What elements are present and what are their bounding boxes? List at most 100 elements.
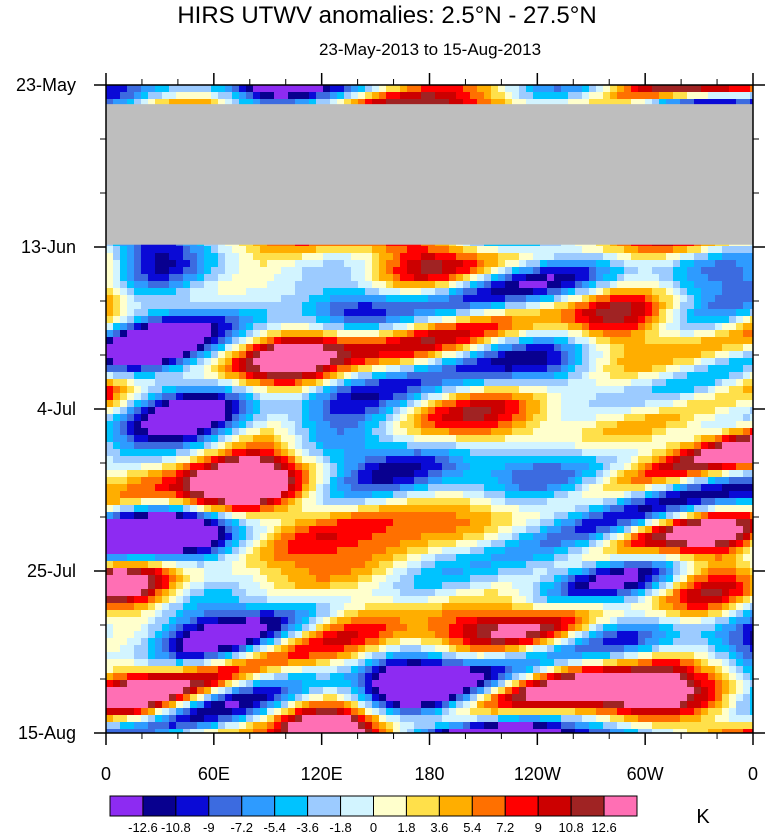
heatmap-cell — [498, 456, 505, 463]
heatmap-cell — [239, 400, 246, 407]
heatmap-cell — [218, 372, 225, 379]
heatmap-cell — [330, 442, 337, 449]
heatmap-cell — [596, 316, 603, 323]
heatmap-cell — [351, 372, 358, 379]
heatmap-cell — [708, 386, 715, 393]
heatmap-cell — [470, 309, 477, 316]
heatmap-cell — [659, 267, 666, 274]
heatmap-cell — [477, 92, 484, 99]
heatmap-cell — [673, 330, 680, 337]
heatmap-cell — [302, 337, 309, 344]
heatmap-cell — [603, 330, 610, 337]
heatmap-cell — [554, 421, 561, 428]
heatmap-cell — [582, 379, 589, 386]
heatmap-cell — [449, 330, 456, 337]
heatmap-cell — [323, 386, 330, 393]
heatmap-cell — [533, 337, 540, 344]
heatmap-cell — [407, 351, 414, 358]
heatmap-cell — [631, 337, 638, 344]
heatmap-cell — [540, 449, 547, 456]
heatmap-cell — [561, 330, 568, 337]
heatmap-cell — [414, 351, 421, 358]
heatmap-cell — [708, 337, 715, 344]
heatmap-cell — [456, 260, 463, 267]
heatmap-cell — [344, 456, 351, 463]
heatmap-cell — [603, 337, 610, 344]
heatmap-cell — [106, 365, 113, 372]
heatmap-cell — [547, 428, 554, 435]
heatmap-cell — [589, 302, 596, 309]
heatmap-cell — [225, 407, 232, 414]
heatmap-cell — [519, 92, 526, 99]
heatmap-cell — [365, 456, 372, 463]
heatmap-cell — [498, 344, 505, 351]
heatmap-cell — [365, 288, 372, 295]
heatmap-cell — [204, 456, 211, 463]
heatmap-cell — [155, 358, 162, 365]
heatmap-cell — [470, 246, 477, 253]
heatmap-cell — [309, 428, 316, 435]
heatmap-cell — [358, 449, 365, 456]
heatmap-cell — [190, 400, 197, 407]
heatmap-cell — [610, 316, 617, 323]
heatmap-cell — [232, 316, 239, 323]
heatmap-cell — [190, 428, 197, 435]
heatmap-cell — [498, 260, 505, 267]
heatmap-cell — [435, 302, 442, 309]
heatmap-cell — [638, 407, 645, 414]
heatmap-cell — [393, 372, 400, 379]
heatmap-cell — [519, 379, 526, 386]
heatmap-cell — [365, 85, 372, 92]
heatmap-cell — [603, 421, 610, 428]
heatmap-cell — [372, 449, 379, 456]
heatmap-cell — [246, 414, 253, 421]
heatmap-cell — [470, 253, 477, 260]
heatmap-cell — [267, 428, 274, 435]
heatmap-cell — [645, 253, 652, 260]
heatmap-cell — [750, 372, 753, 379]
heatmap-cell — [323, 281, 330, 288]
heatmap-cell — [694, 281, 701, 288]
heatmap-cell — [575, 379, 582, 386]
heatmap-cell — [435, 309, 442, 316]
heatmap-cell — [652, 365, 659, 372]
heatmap-cell — [547, 295, 554, 302]
heatmap-cell — [736, 85, 743, 92]
heatmap-cell — [645, 246, 652, 253]
heatmap-cell — [379, 246, 386, 253]
heatmap-cell — [673, 351, 680, 358]
heatmap-cell — [225, 246, 232, 253]
heatmap-cell — [274, 323, 281, 330]
heatmap-cell — [407, 253, 414, 260]
heatmap-cell — [477, 407, 484, 414]
heatmap-cell — [540, 323, 547, 330]
heatmap-cell — [400, 379, 407, 386]
heatmap-cell — [575, 442, 582, 449]
heatmap-cell — [449, 337, 456, 344]
heatmap-cell — [435, 323, 442, 330]
heatmap-cell — [302, 407, 309, 414]
heatmap-cell — [498, 337, 505, 344]
heatmap-cell — [449, 435, 456, 442]
heatmap-cell — [344, 295, 351, 302]
heatmap-cell — [120, 414, 127, 421]
heatmap-cell — [561, 400, 568, 407]
heatmap-cell — [148, 253, 155, 260]
heatmap-cell — [113, 274, 120, 281]
heatmap-cell — [743, 400, 750, 407]
heatmap-cell — [295, 351, 302, 358]
heatmap-cell — [197, 358, 204, 365]
heatmap-cell — [533, 379, 540, 386]
heatmap-cell — [337, 442, 344, 449]
heatmap-cell — [722, 400, 729, 407]
heatmap-cell — [155, 428, 162, 435]
heatmap-cell — [638, 99, 645, 106]
heatmap-cell — [351, 246, 358, 253]
heatmap-cell — [323, 99, 330, 106]
heatmap-cell — [176, 295, 183, 302]
heatmap-cell — [197, 379, 204, 386]
heatmap-cell — [358, 372, 365, 379]
heatmap-cell — [540, 92, 547, 99]
heatmap-cell — [414, 246, 421, 253]
heatmap-cell — [456, 407, 463, 414]
